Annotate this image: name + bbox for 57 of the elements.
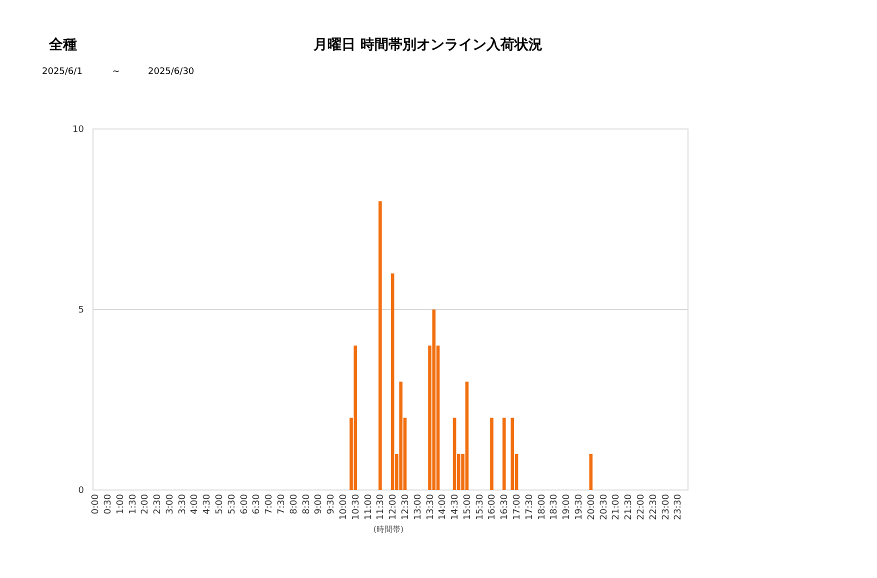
x-tick-label: 22:30 [648,494,659,520]
x-tick-label: 2:30 [153,494,164,514]
x-tick-label: 2:00 [140,494,151,514]
x-tick-label: 11:30 [376,494,386,520]
x-tick-label: 14:30 [450,494,461,520]
x-tick-label: 12:30 [400,494,411,520]
x-tick-label: 8:30 [302,494,312,514]
x-tick-label: 18:30 [550,494,560,520]
x-tick-label: 1:30 [128,494,138,514]
y-tick-label: 5 [78,306,84,316]
text: ~ [112,67,120,77]
x-tick-label: 4:30 [202,494,213,514]
x-tick-label: 20:00 [586,494,597,520]
x-axis-title: (時間帯) [373,525,404,534]
x-tick-label: 13:00 [413,494,424,520]
x-tick-label: 18:00 [537,494,548,520]
x-tick-label: 3:30 [178,494,188,514]
x-tick-label: 17:30 [524,494,535,520]
x-tick-label: 21:30 [624,494,634,520]
x-tick-label: 9:30 [326,494,337,514]
x-tick-label: 5:30 [227,494,238,514]
text: 2025/6/1 [42,67,82,77]
x-tick-label: 10:30 [351,494,362,520]
x-tick-label: 8:00 [289,494,300,514]
x-tick-label: 13:30 [426,494,436,520]
x-tick-label: 1:00 [116,494,126,514]
x-tick-label: 15:00 [462,494,473,520]
x-tick-label: 11:00 [364,494,374,520]
x-tick-label: 5:00 [215,494,226,514]
x-tick-label: 9:00 [314,494,324,514]
x-tick-label: 22:00 [636,494,646,520]
x-tick-label: 15:30 [475,494,486,520]
x-tick-label: 6:00 [240,494,250,514]
x-tick-label: 16:30 [500,494,510,520]
x-tick-label: 19:00 [562,494,572,520]
text: 2025/6/30 [148,67,194,77]
x-tick-label: 3:00 [165,494,176,514]
x-tick-label: 6:30 [252,494,262,514]
x-tick-label: 0:00 [91,494,102,514]
x-tick-label: 0:30 [103,494,114,514]
x-tick-label: 4:00 [190,494,200,514]
x-tick-label: 19:30 [574,494,585,520]
x-tick-label: 10:00 [338,494,349,520]
x-tick-label: 7:30 [277,494,288,514]
x-tick-label: 23:00 [661,494,672,520]
x-tick-label: 20:30 [599,494,610,520]
chart-title: 月曜日 時間帯別オンライン入荷状況 [312,37,542,53]
x-tick-label: 21:00 [612,494,622,520]
x-tick-label: 12:00 [388,494,399,520]
text: 全種 [48,37,77,53]
y-tick-label: 0 [78,486,84,496]
x-tick-label: 14:00 [438,494,448,520]
x-tick-label: 17:00 [512,494,523,520]
x-tick-label: 7:00 [264,494,275,514]
x-tick-label: 16:00 [488,494,498,520]
x-tick-label: 23:30 [674,494,684,520]
y-tick-label: 10 [72,125,84,135]
